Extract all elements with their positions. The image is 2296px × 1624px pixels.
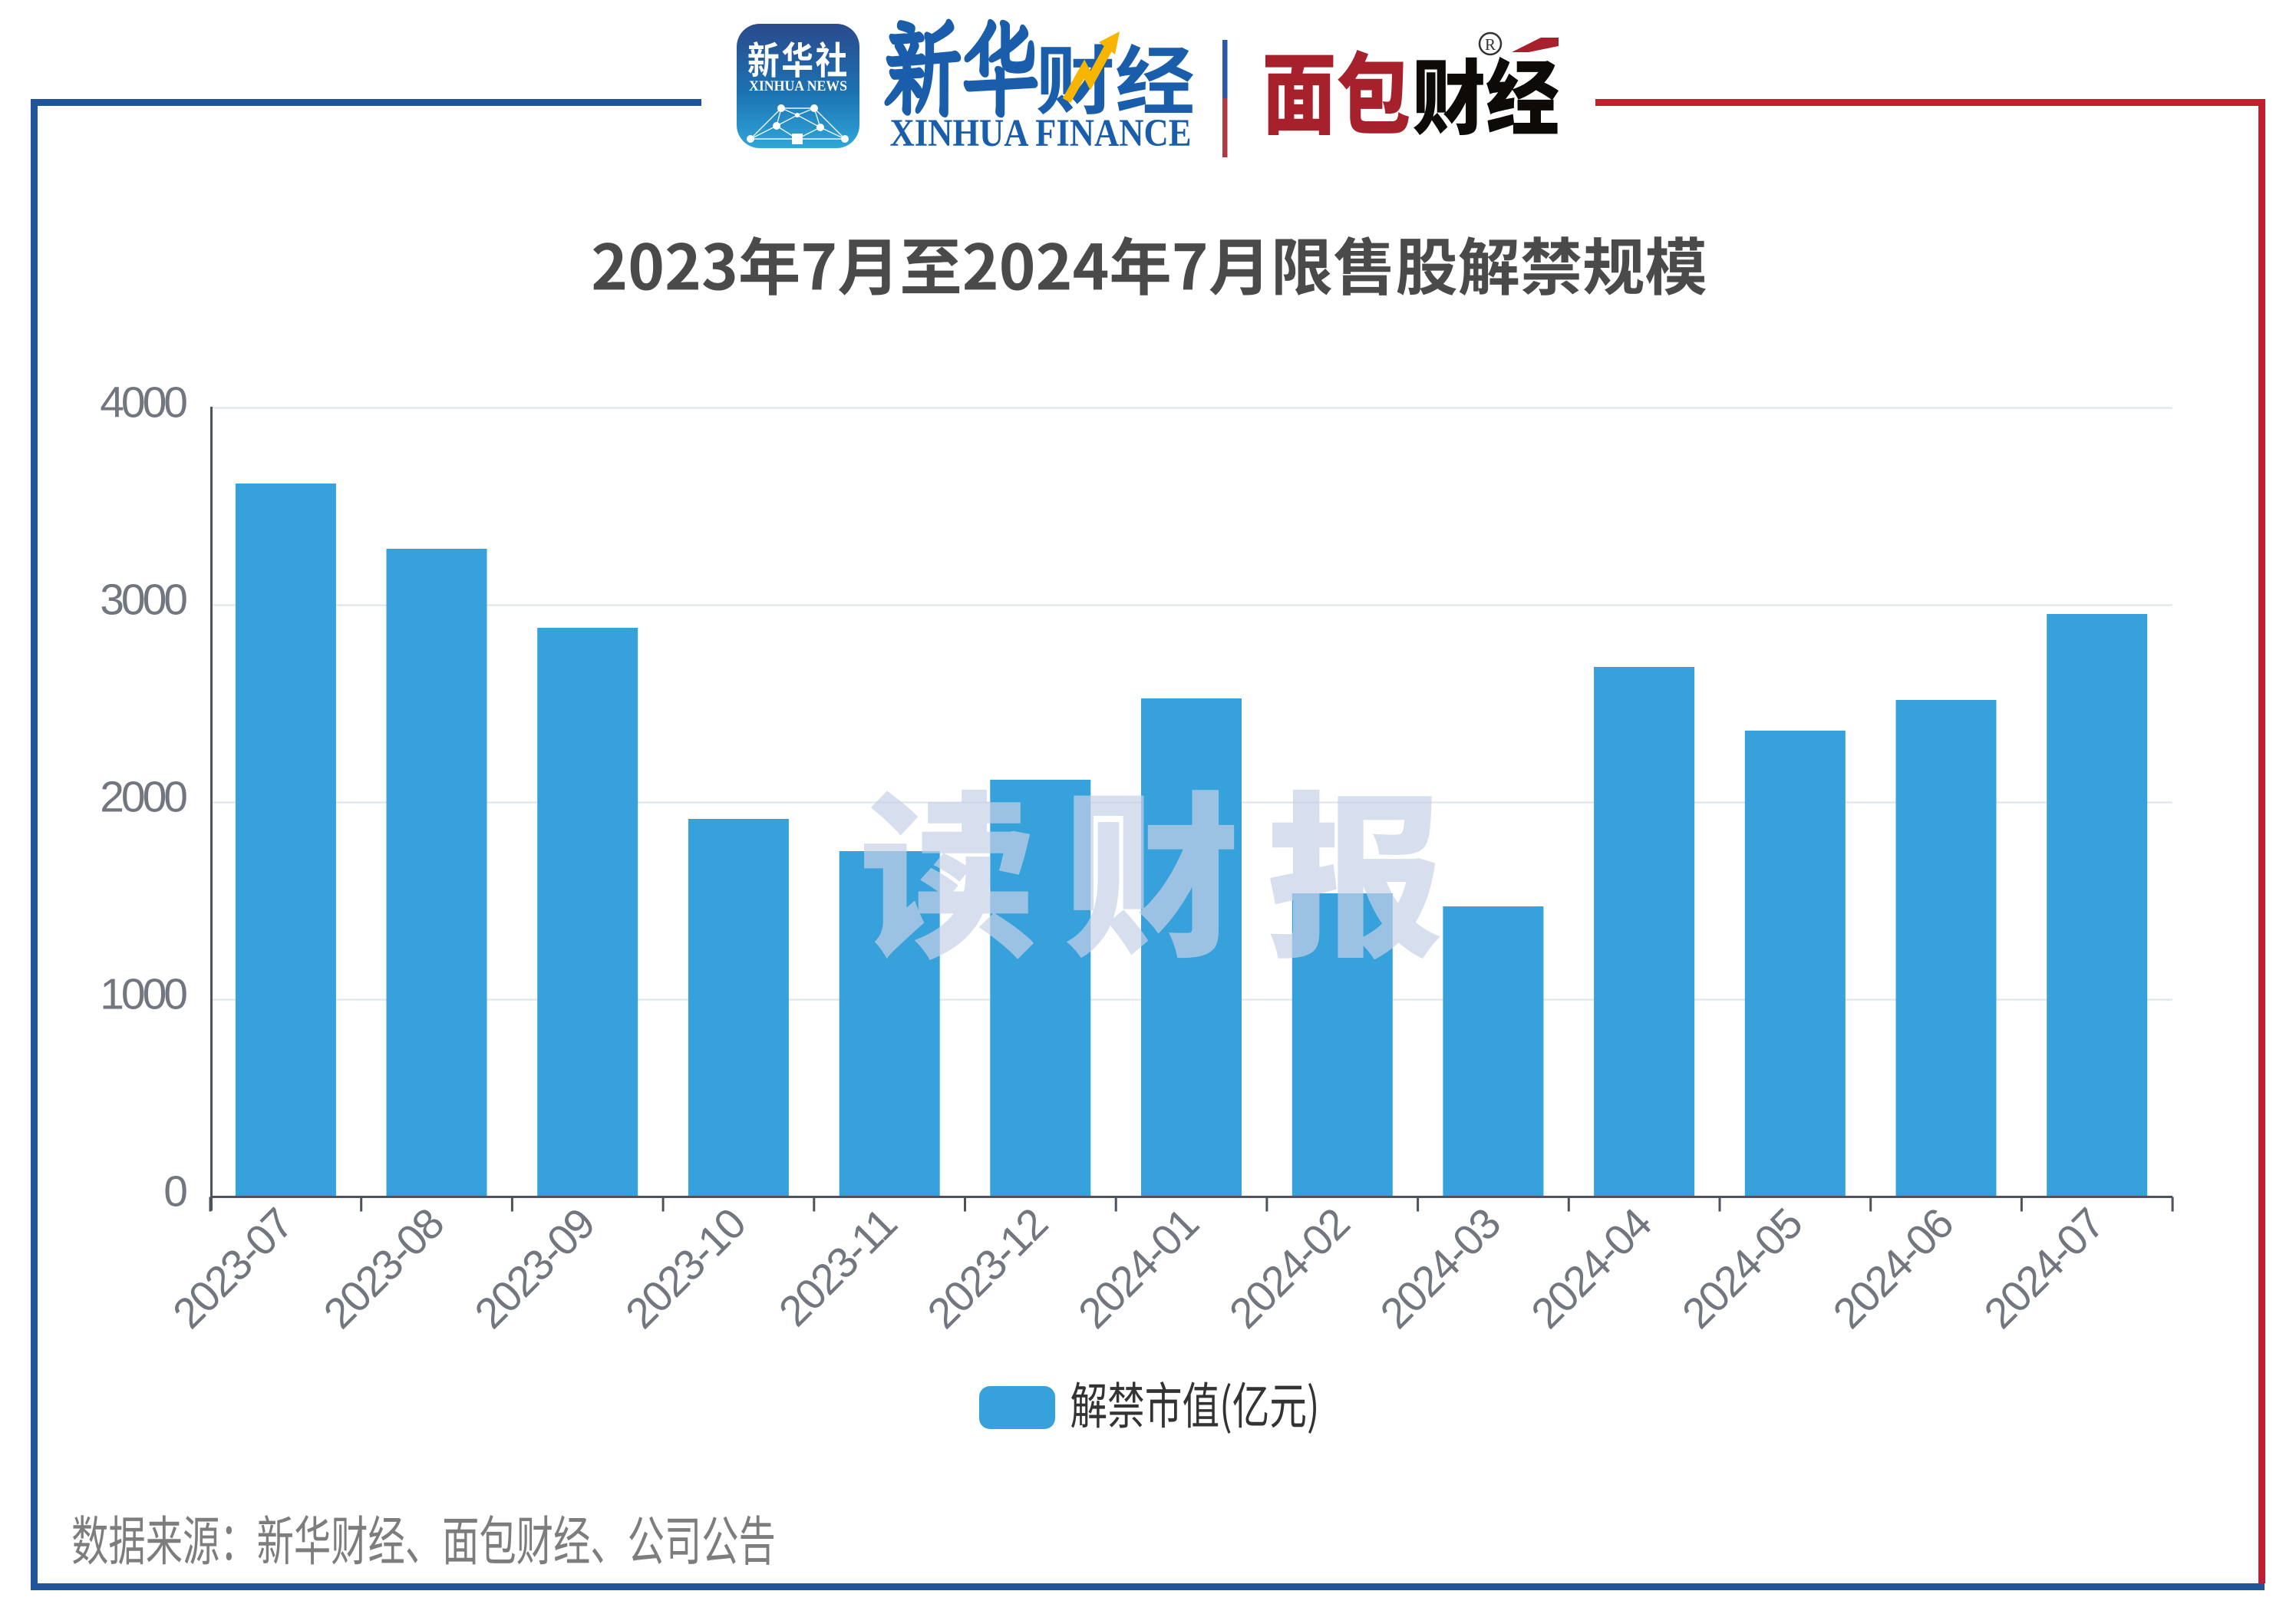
svg-text:1000: 1000 [100,970,186,1019]
svg-text:XINHUA FINANCE: XINHUA FINANCE [890,112,1192,155]
svg-text:2000: 2000 [100,773,186,822]
svg-text:XINHUA NEWS: XINHUA NEWS [749,78,847,94]
svg-text:4000: 4000 [100,378,186,427]
svg-text:0: 0 [163,1167,186,1216]
svg-text:R: R [1485,35,1496,54]
svg-text:3000: 3000 [100,576,186,625]
